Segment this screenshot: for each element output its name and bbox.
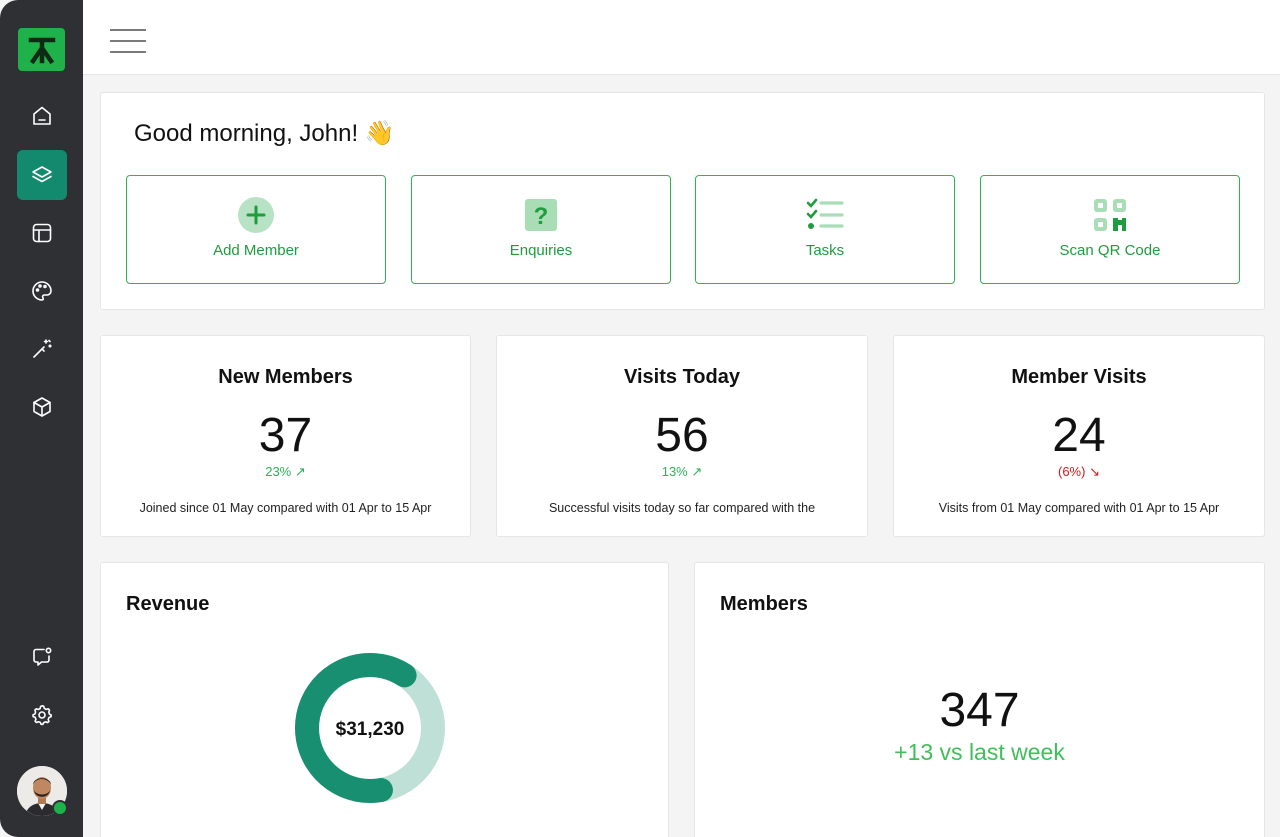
members-value: 347 — [939, 684, 1020, 737]
stat-description: Visits from 01 May compared with 01 Apr … — [938, 501, 1220, 515]
sidebar-item-home[interactable] — [17, 91, 67, 141]
stat-title: New Members — [218, 366, 353, 388]
checklist-icon — [806, 196, 844, 234]
members-change: +13 vs last week — [894, 739, 1065, 765]
sidebar-item-palette[interactable] — [17, 266, 67, 316]
qr-code-icon — [1091, 196, 1129, 234]
stat-description: Successful visits today so far compared … — [548, 501, 816, 515]
stat-change-text: (6%) — [1058, 464, 1086, 479]
stat-value: 56 — [655, 409, 709, 462]
palette-icon — [32, 281, 52, 301]
enquiries-label: Enquiries — [509, 242, 573, 259]
members-title: Members — [720, 593, 808, 615]
revenue-total: $31,230 — [336, 719, 405, 740]
logo-icon[interactable] — [18, 28, 65, 71]
trend-down-icon: ↘ — [1089, 464, 1100, 479]
add-member-button[interactable]: Add Member — [126, 175, 386, 284]
stat-change: 13% ↗ — [497, 464, 867, 480]
revenue-donut-chart: $31,230 — [295, 653, 445, 803]
question-icon: ? — [522, 196, 560, 234]
stat-description: Joined since 01 May compared with 01 Apr… — [139, 501, 432, 515]
svg-text:?: ? — [534, 203, 549, 230]
online-status-indicator — [52, 800, 68, 816]
hamburger-icon[interactable] — [110, 29, 146, 57]
quick-actions-card: Good morning, John! 👋 Add Member ? Enqui… — [100, 92, 1265, 310]
stat-card-new-members: New Members 37 23% ↗ Joined since 01 May… — [100, 335, 471, 537]
scan-qr-code-button[interactable]: Scan QR Code — [980, 175, 1240, 284]
greeting-text: Good morning, John! 👋 — [134, 120, 395, 147]
stat-change: 23% ↗ — [101, 464, 470, 480]
chat-icon — [33, 647, 52, 666]
revenue-title: Revenue — [126, 593, 210, 615]
members-panel: Members 347 +13 vs last week — [694, 562, 1265, 837]
layers-icon — [32, 166, 52, 183]
gear-icon — [32, 705, 52, 726]
stat-card-member-visits: Member Visits 24 (6%) ↘ Visits from 01 M… — [893, 335, 1265, 537]
sidebar-item-layers[interactable] — [17, 150, 67, 200]
stat-value: 37 — [258, 409, 313, 462]
sidebar-item-chat[interactable] — [17, 632, 67, 682]
sidebar-item-box[interactable] — [17, 382, 67, 432]
donut-fill — [295, 653, 445, 803]
sidebar-item-settings[interactable] — [17, 690, 67, 740]
stat-change-text: 23% — [265, 464, 292, 479]
add-member-label: Add Member — [213, 242, 299, 259]
stat-card-visits-today: Visits Today 56 13% ↗ Successful visits … — [496, 335, 868, 537]
sidebar — [0, 0, 83, 837]
top-bar — [83, 0, 1280, 75]
tasks-label: Tasks — [805, 242, 845, 259]
box-icon — [33, 397, 51, 417]
revenue-panel: Revenue $31,230 — [100, 562, 669, 837]
add-circle-icon — [237, 196, 275, 234]
stat-value: 24 — [1052, 409, 1106, 462]
stat-title: Member Visits — [1011, 366, 1147, 388]
scan-qr-code-label: Scan QR Code — [1059, 242, 1161, 259]
avatar[interactable] — [17, 766, 67, 816]
stat-title: Visits Today — [624, 366, 740, 388]
stat-change: (6%) ↘ — [894, 464, 1264, 480]
sidebar-item-magic[interactable] — [17, 324, 67, 374]
trend-up-icon: ↗ — [691, 464, 703, 479]
tasks-button[interactable]: Tasks — [695, 175, 955, 284]
magic-wand-icon — [33, 339, 52, 358]
home-icon — [33, 106, 51, 125]
enquiries-button[interactable]: ? Enquiries — [411, 175, 671, 284]
stat-change-text: 13% — [661, 464, 688, 479]
sidebar-item-layout[interactable] — [17, 208, 67, 258]
layout-icon — [32, 223, 52, 243]
trend-up-icon: ↗ — [294, 464, 306, 479]
